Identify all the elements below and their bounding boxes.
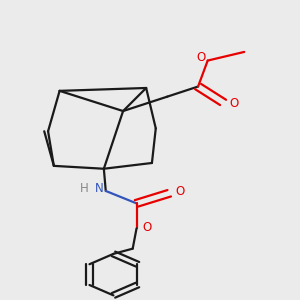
- Text: O: O: [143, 220, 152, 233]
- Text: N: N: [94, 182, 103, 195]
- Text: O: O: [196, 51, 206, 64]
- Text: H: H: [80, 182, 89, 195]
- Text: O: O: [176, 185, 184, 198]
- Text: O: O: [229, 97, 239, 110]
